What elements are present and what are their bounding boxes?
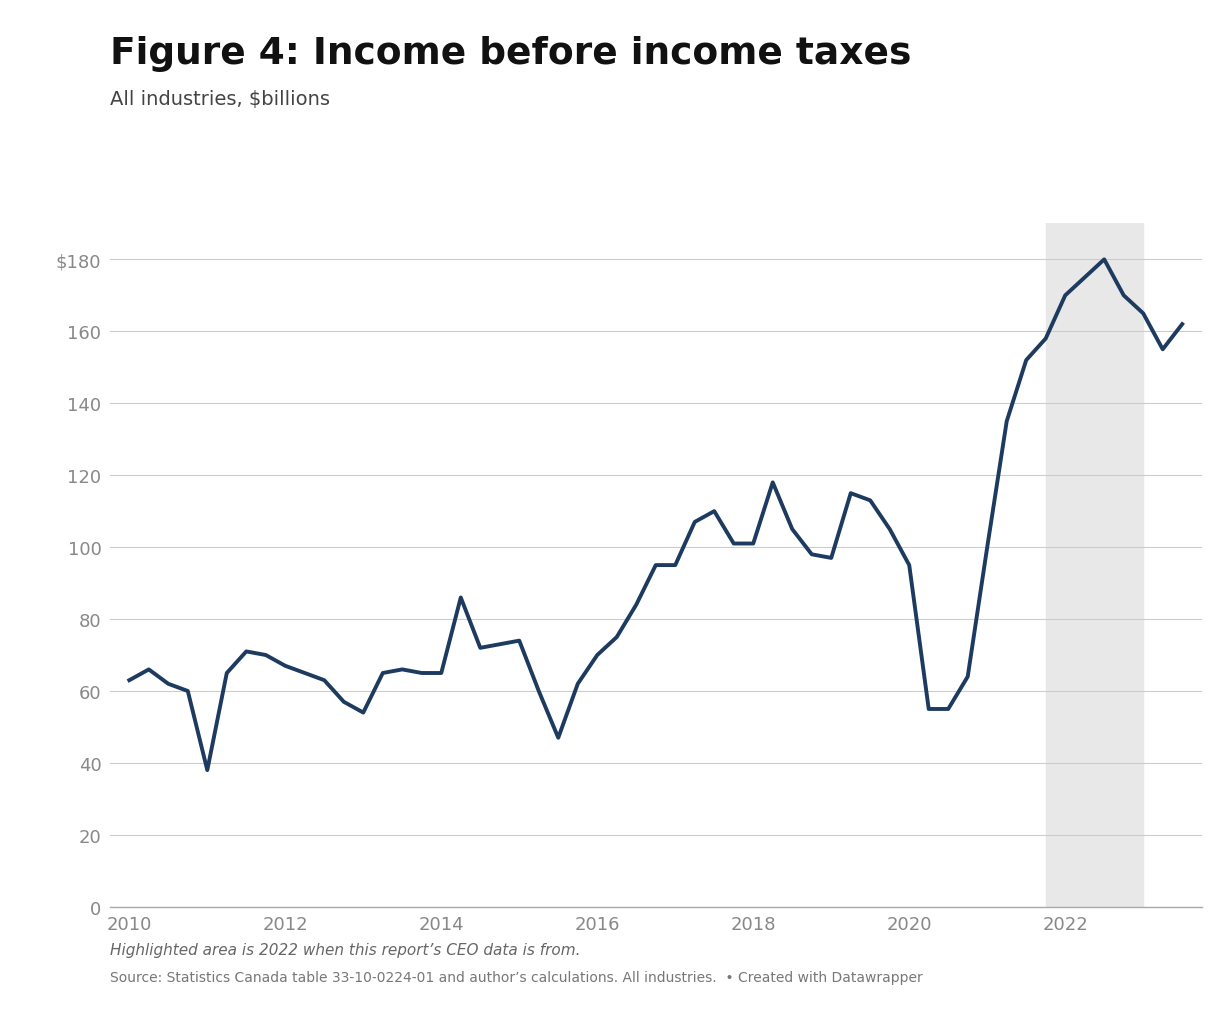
- Text: Highlighted area is 2022 when this report’s CEO data is from.: Highlighted area is 2022 when this repor…: [110, 943, 581, 958]
- Bar: [1046, 224, 1143, 907]
- Text: All industries, $billions: All industries, $billions: [110, 90, 329, 109]
- Text: Figure 4: Income before income taxes: Figure 4: Income before income taxes: [110, 36, 911, 71]
- Text: Source: Statistics Canada table 33-10-0224-01 and author’s calculations. All ind: Source: Statistics Canada table 33-10-02…: [110, 970, 922, 984]
